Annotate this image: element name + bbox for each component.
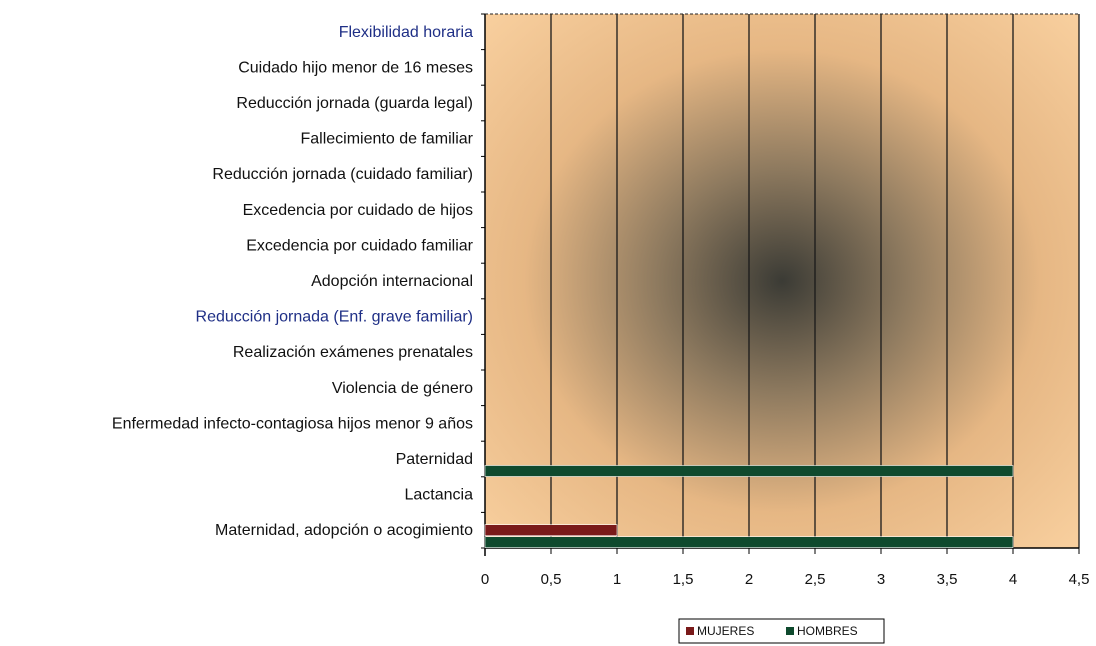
bars	[484, 465, 1014, 549]
plot-background	[485, 14, 1079, 548]
category-label-14: Maternidad, adopción o acogimiento	[215, 522, 473, 539]
bar-hombres-12	[484, 465, 1014, 477]
bar-hombres-14	[484, 536, 1014, 549]
bar-mujeres-14	[484, 524, 618, 537]
legend: MUJERES HOMBRES	[678, 618, 885, 644]
legend-box	[678, 618, 885, 644]
x-tick-label-2: 1	[613, 571, 621, 588]
x-tick-label-9: 4,5	[1069, 571, 1090, 588]
category-label-2: Reducción jornada (guarda legal)	[236, 95, 473, 112]
category-label-6: Excedencia por cuidado familiar	[246, 237, 473, 254]
category-label-8: Reducción jornada (Enf. grave familiar)	[196, 309, 473, 326]
category-label-13: Lactancia	[405, 487, 474, 504]
x-tick-label-7: 3,5	[937, 571, 958, 588]
category-label-11: Enfermedad infecto-contagiosa hijos meno…	[112, 415, 473, 432]
category-label-0: Flexibilidad horaria	[339, 24, 473, 41]
x-tick-label-5: 2,5	[805, 571, 826, 588]
grid-lines	[550, 14, 1080, 548]
category-labels: Flexibilidad horaria Cuidado hijo menor d…	[112, 24, 474, 539]
category-label-4: Reducción jornada (cuidado familiar)	[212, 166, 473, 183]
legend-label-mujeres: MUJERES	[697, 624, 754, 638]
category-label-3: Fallecimiento de familiar	[300, 131, 473, 148]
x-tick-label-6: 3	[877, 571, 885, 588]
x-axis-tick-labels: 0 0,5 1 1,5 2 2,5 3 3,5 4 4,5	[481, 548, 1090, 588]
category-label-5: Excedencia por cuidado de hijos	[243, 202, 473, 219]
category-label-9: Realización exámenes prenatales	[233, 344, 473, 361]
legend-swatch-hombres	[786, 627, 794, 635]
x-tick-label-3: 1,5	[673, 571, 694, 588]
category-label-7: Adopción internacional	[311, 273, 473, 290]
legend-swatch-mujeres	[686, 627, 694, 635]
category-label-12: Paternidad	[396, 451, 473, 468]
category-label-10: Violencia de género	[332, 380, 473, 397]
y-axis-ticks	[481, 13, 485, 549]
x-tick-label-4: 2	[745, 571, 753, 588]
x-tick-label-8: 4	[1009, 571, 1017, 588]
legend-label-hombres: HOMBRES	[797, 624, 858, 638]
category-label-1: Cuidado hijo menor de 16 meses	[238, 59, 473, 76]
x-tick-label-0: 0	[481, 571, 489, 588]
x-tick-label-1: 0,5	[541, 571, 562, 588]
